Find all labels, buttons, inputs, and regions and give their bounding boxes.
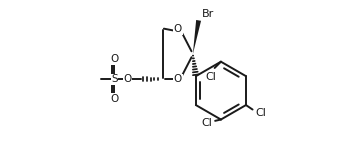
Text: Cl: Cl [206,72,217,82]
Text: Cl: Cl [256,108,267,117]
Text: Br: Br [201,9,214,19]
Text: O: O [174,25,182,34]
Polygon shape [193,20,201,54]
Text: Cl: Cl [201,118,212,128]
Text: O: O [174,74,182,84]
Text: O: O [110,94,118,104]
Text: O: O [110,54,118,64]
Text: S: S [111,74,118,84]
Text: O: O [124,74,132,84]
